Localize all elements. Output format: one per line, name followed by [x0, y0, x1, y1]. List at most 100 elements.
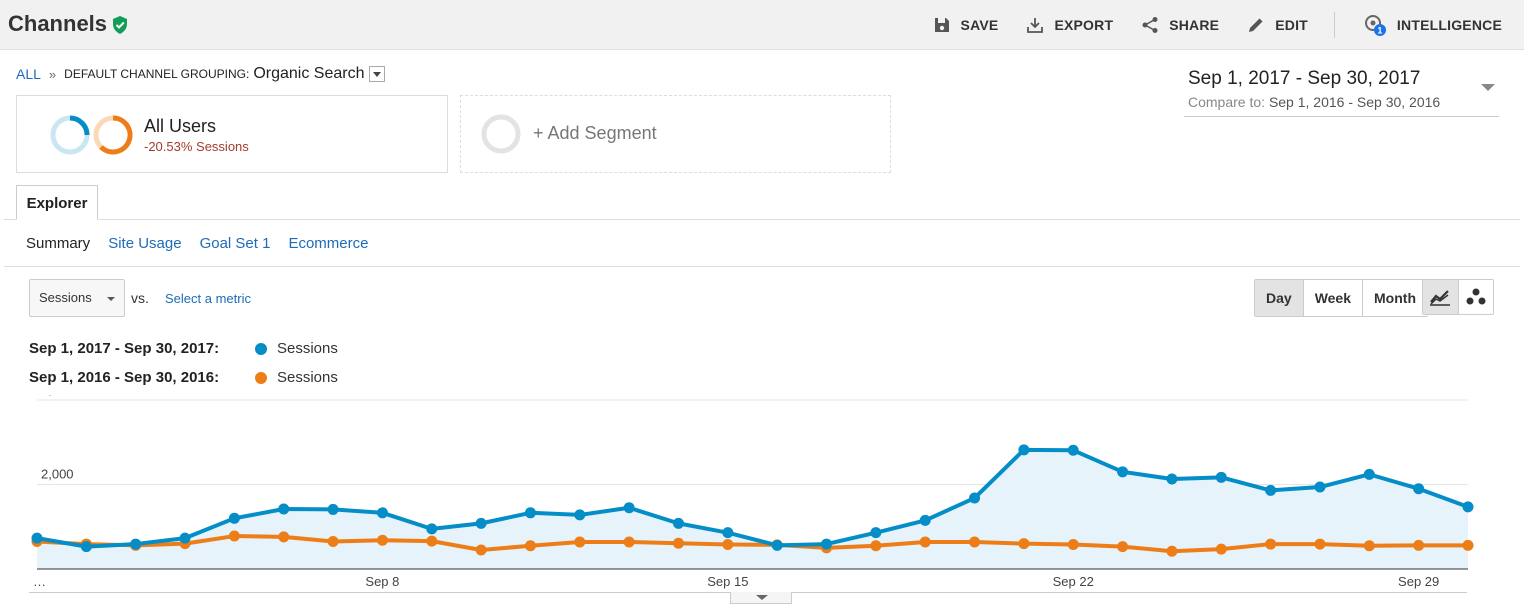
series-current-point	[672, 517, 684, 529]
series-current-point	[969, 492, 981, 504]
legend-compare-dot-icon	[255, 371, 267, 384]
series-current-point	[1018, 444, 1030, 456]
series-compare-point	[1067, 538, 1079, 550]
series-current-point	[327, 503, 339, 515]
save-button[interactable]: SAVE	[933, 16, 999, 34]
save-icon	[934, 18, 949, 32]
series-compare-point	[1117, 541, 1129, 553]
series-current-point	[278, 503, 290, 515]
chart-collapse-handle[interactable]	[730, 592, 792, 604]
y-tick-label: 4,000	[41, 395, 74, 397]
series-current-point	[228, 512, 240, 524]
compare-value: Sep 1, 2016 - Sep 30, 2016	[1268, 94, 1441, 110]
download-icon	[1027, 18, 1044, 33]
breadcrumb-separator: »	[48, 66, 57, 82]
series-compare-point	[278, 531, 290, 543]
series-current-point	[1265, 484, 1277, 496]
series-compare-point	[327, 536, 339, 548]
chart-type-toggle	[1422, 279, 1494, 315]
metric-select[interactable]: Sessions	[29, 279, 125, 317]
subtab-ecommerce[interactable]: Ecommerce	[288, 235, 369, 252]
edit-label: EDIT	[1275, 17, 1308, 33]
series-current-point	[623, 502, 635, 514]
period-day-button[interactable]: Day	[1255, 280, 1303, 316]
series-compare-point	[672, 537, 684, 549]
select-metric-link[interactable]: Select a metric	[165, 291, 251, 306]
channel-grouping-dropdown[interactable]	[369, 66, 386, 82]
x-tick-label: …	[33, 574, 46, 589]
tab-explorer[interactable]: Explorer	[16, 185, 98, 220]
legend-current-range: Sep 1, 2017 - Sep 30, 2017:	[29, 340, 220, 357]
subtab-goal-set-1[interactable]: Goal Set 1	[199, 235, 271, 252]
intelligence-badge: 1	[1377, 26, 1382, 36]
series-current-point	[31, 532, 43, 544]
series-current-point	[1314, 481, 1326, 493]
actions-divider	[1333, 12, 1335, 38]
subtab-summary[interactable]: Summary	[26, 235, 91, 252]
share-button[interactable]: SHARE	[1141, 16, 1219, 34]
breadcrumb-all-link[interactable]: ALL	[16, 66, 41, 82]
segment-rings-icon	[50, 115, 133, 155]
y-tick-label: 2,000	[41, 467, 74, 482]
series-compare-point	[475, 544, 487, 556]
subtab-site-usage[interactable]: Site Usage	[108, 235, 182, 252]
period-toggle: Day Week Month	[1254, 279, 1428, 317]
series-compare-point	[1314, 538, 1326, 550]
series-current-line	[36, 447, 1469, 549]
export-label: EXPORT	[1054, 17, 1114, 33]
intelligence-label: INTELLIGENCE	[1396, 17, 1502, 33]
series-current-point	[574, 509, 586, 521]
add-segment-button[interactable]: + Add Segment	[460, 95, 891, 173]
caret-down-icon	[107, 297, 115, 301]
series-current-area	[37, 449, 1468, 569]
x-tick-label: Sep 22	[1053, 574, 1094, 589]
series-compare-point	[1265, 538, 1277, 550]
motion-chart-button[interactable]	[1459, 280, 1494, 314]
legend-compare: Sep 1, 2016 - Sep 30, 2016: Sessions	[29, 369, 338, 386]
verified-shield-icon	[113, 16, 127, 34]
legend-compare-range: Sep 1, 2016 - Sep 30, 2016:	[29, 369, 220, 386]
series-compare-point	[376, 534, 388, 546]
share-icon	[1142, 17, 1158, 33]
series-current-point	[771, 539, 783, 551]
channel-grouping-value: Organic Search	[253, 65, 365, 82]
period-month-button[interactable]: Month	[1362, 280, 1427, 316]
series-current-point	[1363, 468, 1375, 480]
vs-label: vs.	[131, 290, 149, 306]
caret-down-icon	[373, 71, 382, 77]
series-current-point	[1462, 501, 1474, 513]
intelligence-button[interactable]: 1 INTELLIGENCE	[1363, 13, 1502, 37]
export-button[interactable]: EXPORT	[1026, 16, 1113, 34]
breadcrumb: ALL » DEFAULT CHANNEL GROUPING: Organic …	[16, 65, 386, 83]
series-compare-point	[919, 536, 931, 548]
series-current-point	[80, 541, 92, 553]
series-current-point	[1067, 444, 1079, 456]
add-segment-label: + Add Segment	[533, 123, 657, 143]
period-week-button[interactable]: Week	[1302, 280, 1363, 316]
series-current-point	[722, 527, 734, 539]
x-tick-label: Sep 15	[707, 574, 748, 589]
legend-compare-metric: Sessions	[277, 369, 338, 386]
series-current-point	[1215, 471, 1227, 483]
share-label: SHARE	[1169, 17, 1220, 33]
series-compare-point	[1018, 538, 1030, 550]
series-compare-point	[722, 538, 734, 550]
subtabs-divider	[4, 266, 1520, 267]
series-compare-point	[870, 540, 882, 552]
page-title: Channels	[8, 11, 108, 36]
compare-label: Compare to:	[1188, 94, 1266, 110]
edit-button[interactable]: EDIT	[1247, 16, 1308, 34]
series-compare-point	[1462, 539, 1474, 551]
series-current-point	[821, 538, 833, 550]
series-current-point	[1117, 466, 1129, 478]
series-current-point	[870, 527, 882, 539]
date-range-picker[interactable]: Sep 1, 2017 - Sep 30, 2017 Compare to: S…	[1184, 68, 1499, 117]
line-chart-button[interactable]	[1423, 280, 1459, 314]
series-compare-point	[1363, 540, 1375, 552]
save-label: SAVE	[960, 17, 999, 33]
segment-change: -20.53% Sessions	[144, 139, 249, 154]
series-compare-point	[574, 536, 586, 548]
segment-all-users[interactable]: All Users -20.53% Sessions	[16, 95, 448, 173]
series-compare-point	[1215, 543, 1227, 555]
series-compare-point	[1413, 539, 1425, 551]
